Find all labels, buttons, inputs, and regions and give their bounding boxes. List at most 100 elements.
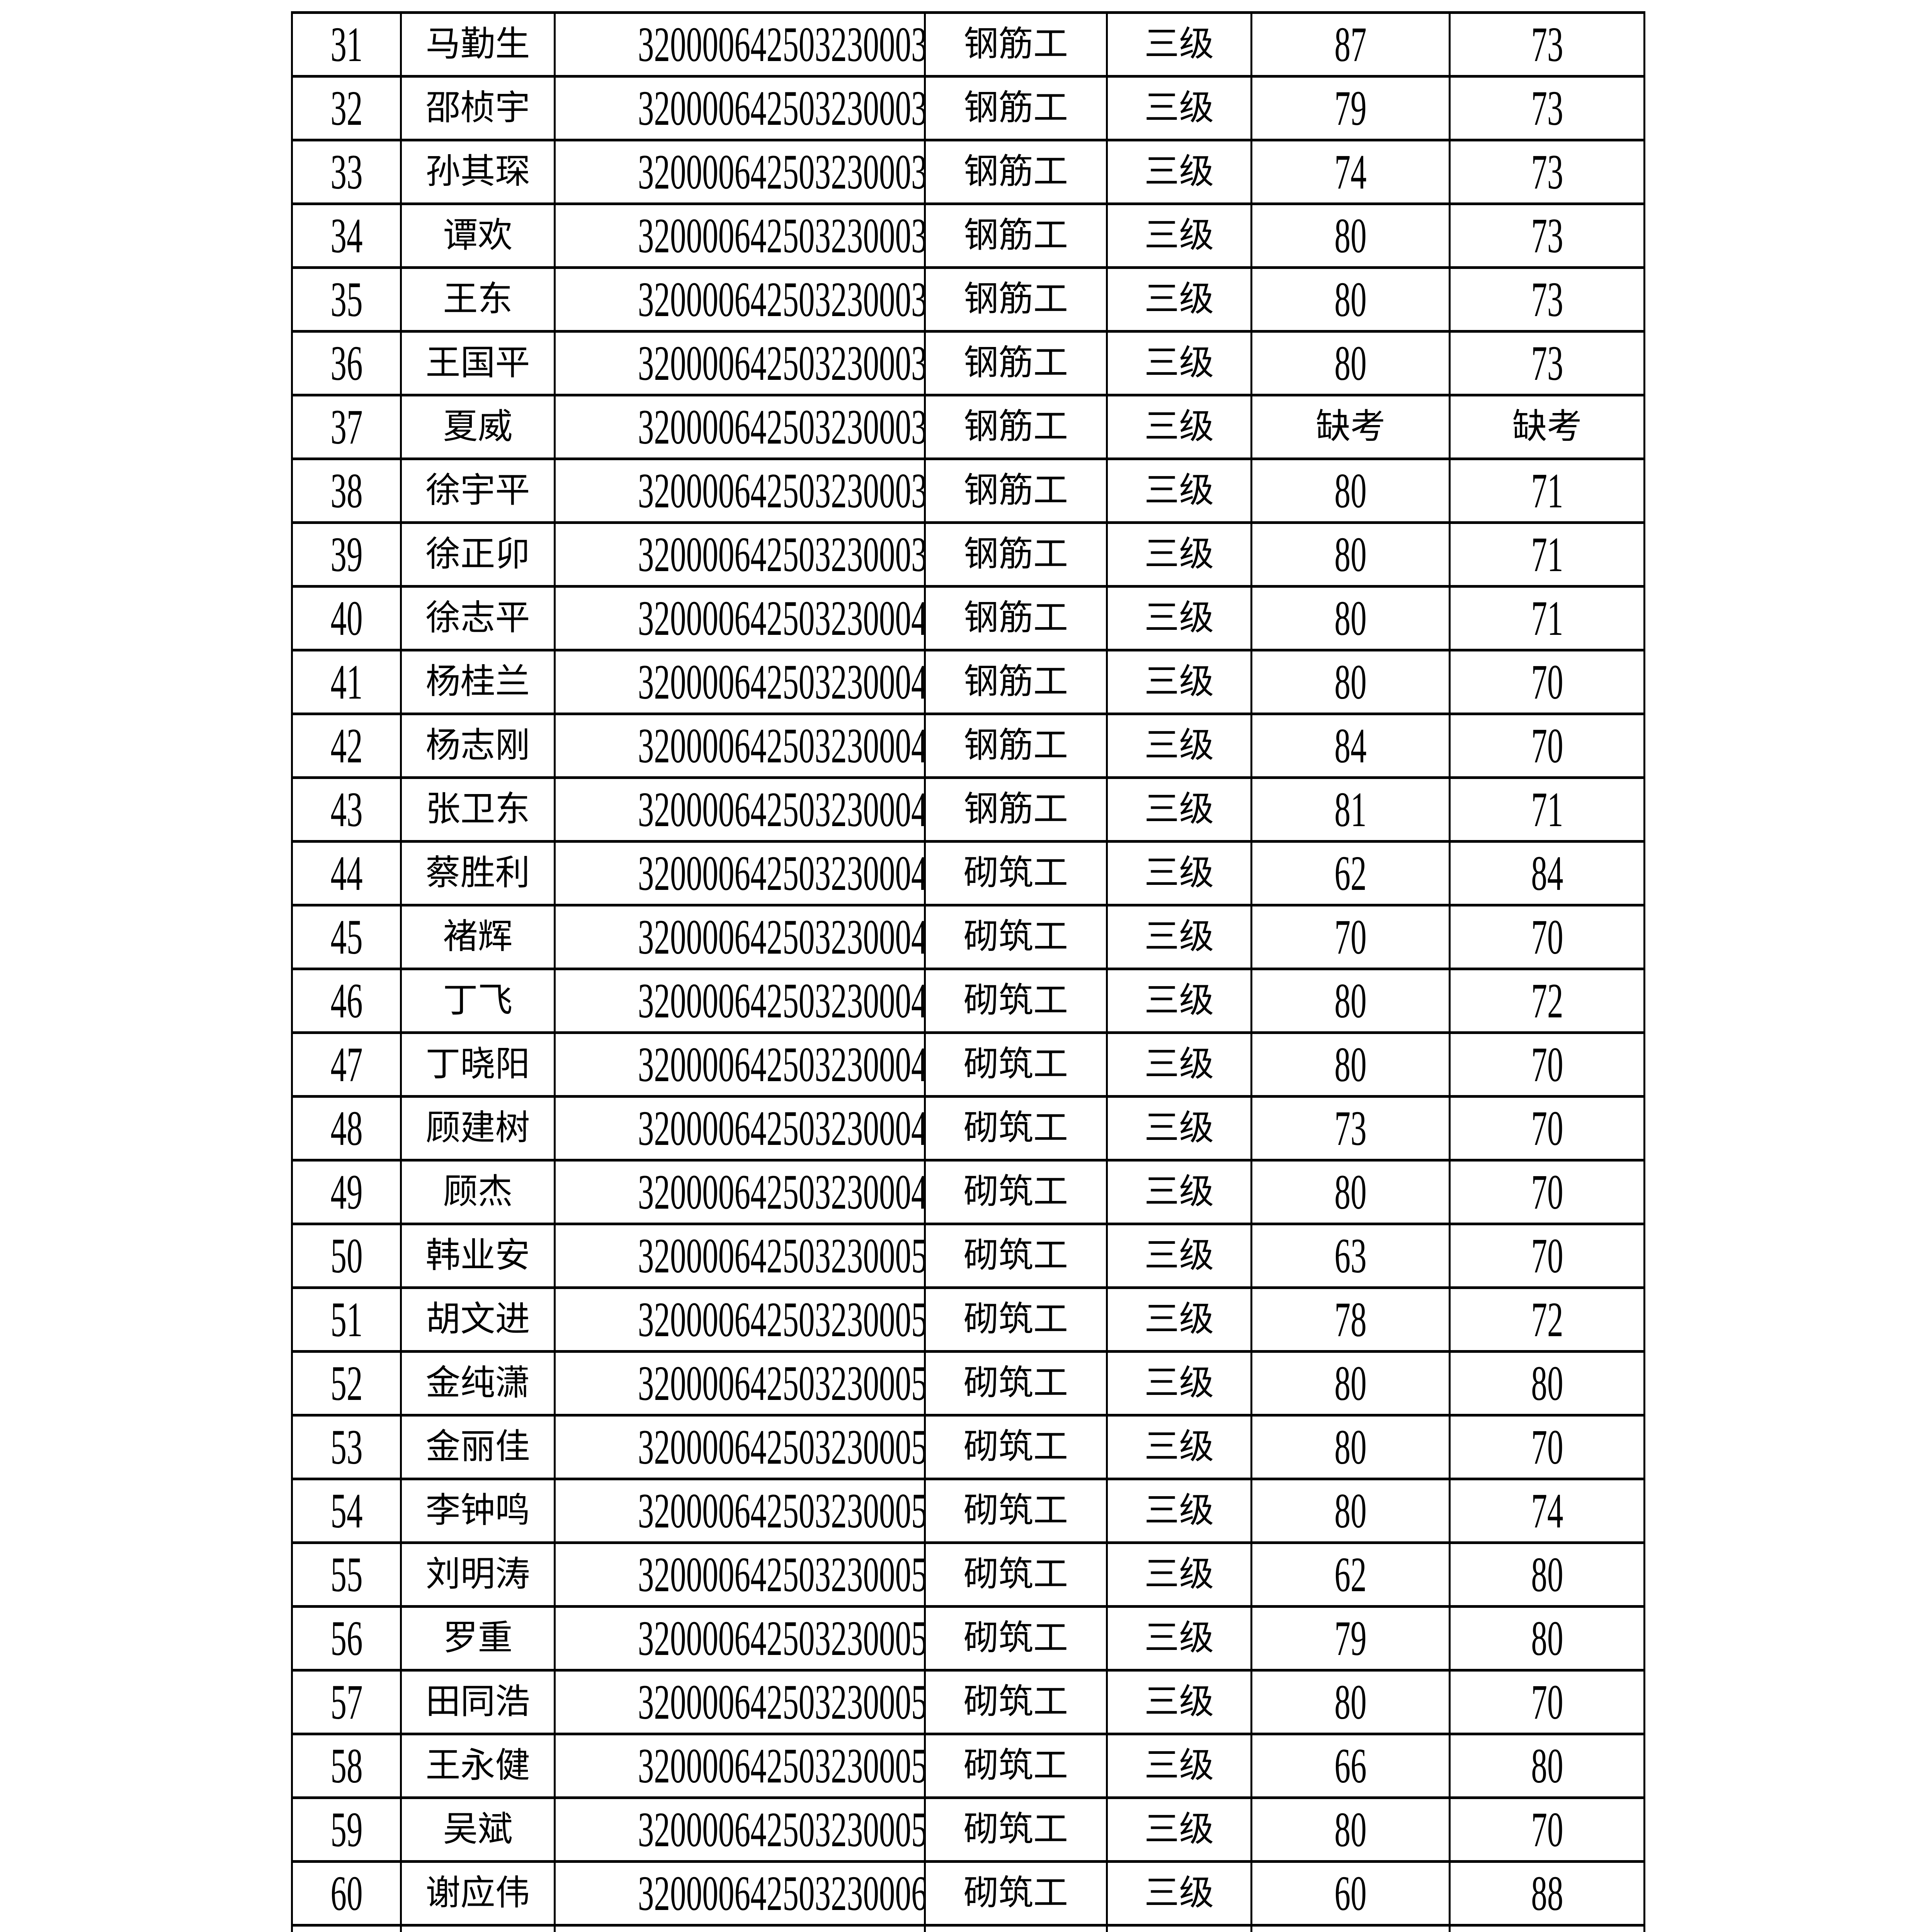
cell-text: 三级 [1144, 1619, 1214, 1657]
cell-score-second: 80 [1449, 1541, 1645, 1608]
table-row: 52 金纯潇 3200006425032300052 砌筑工 三级 80 80 [291, 1350, 1645, 1417]
cell-row-number: 46 [291, 968, 402, 1034]
cell-exam-id: 3200006425032300059 [554, 1796, 926, 1863]
cell-text: 78 [1334, 1292, 1367, 1347]
cell-score-first: 80 [1250, 330, 1451, 396]
cell-text: 钢筋工 [964, 89, 1068, 127]
cell-text: 邵桢宇 [425, 89, 530, 127]
cell-score-second: 73 [1449, 266, 1645, 333]
cell-text: 41 [330, 655, 363, 709]
cell-score-second: 70 [1449, 1031, 1645, 1098]
cell-score-second: 71 [1449, 585, 1645, 651]
cell-name: 徐中强 [400, 1924, 556, 1932]
cell-level: 三级 [1106, 840, 1252, 906]
cell-level: 三级 [1106, 968, 1252, 1034]
cell-score-second: 84 [1449, 840, 1645, 906]
table-row: 31 马勤生 3200006425032300031 钢筋工 三级 87 73 [291, 11, 1645, 78]
cell-text: 钢筋工 [964, 344, 1068, 382]
cell-name: 王永健 [400, 1733, 556, 1799]
cell-text: 砌筑工 [964, 1173, 1068, 1211]
cell-text: 52 [330, 1356, 363, 1411]
cell-trade: 钢筋工 [924, 521, 1108, 588]
cell-text: 3200006425032300039 [638, 527, 925, 582]
cell-text: 74 [1334, 145, 1367, 199]
cell-text: 顾杰 [443, 1173, 513, 1211]
cell-text: 三级 [1144, 1492, 1214, 1530]
cell-text: 3200006425032300051 [638, 1292, 925, 1347]
cell-score-first: 84 [1250, 713, 1451, 779]
cell-text: 62 [1334, 1547, 1367, 1602]
cell-text: 3200006425032300038 [638, 463, 925, 518]
cell-text: 3200006425032300053 [638, 1420, 925, 1475]
cell-row-number: 59 [291, 1796, 402, 1863]
cell-text: 59 [330, 1802, 363, 1857]
cell-trade: 砌筑工 [924, 968, 1108, 1034]
cell-exam-id: 3200006425032300039 [554, 521, 926, 588]
cell-name: 顾杰 [400, 1159, 556, 1225]
cell-text: 37 [330, 400, 363, 454]
cell-trade: 砌筑工 [924, 1796, 1108, 1863]
cell-text: 80 [1334, 208, 1367, 263]
cell-row-number: 31 [291, 11, 402, 78]
cell-text: 丁飞 [443, 981, 513, 1020]
cell-text: 46 [330, 973, 363, 1028]
cell-text: 王永健 [425, 1747, 530, 1785]
cell-exam-id: 3200006425032300036 [554, 330, 926, 396]
cell-row-number: 37 [291, 394, 402, 460]
cell-score-second: 70 [1449, 649, 1645, 715]
cell-text: 66 [1334, 1738, 1367, 1793]
cell-score-first: 80 [1250, 266, 1451, 333]
cell-exam-id: 3200006425032300044 [554, 840, 926, 906]
cell-name: 徐正卯 [400, 521, 556, 588]
cell-text: 36 [330, 336, 363, 391]
cell-text: 砌筑工 [964, 1236, 1068, 1275]
cell-name: 刘明涛 [400, 1541, 556, 1608]
cell-text: 三级 [1144, 790, 1214, 828]
cell-text: 54 [330, 1483, 363, 1538]
cell-trade: 钢筋工 [924, 585, 1108, 651]
cell-text: 砌筑工 [964, 1109, 1068, 1147]
cell-text: 49 [330, 1165, 363, 1219]
cell-text: 三级 [1144, 1173, 1214, 1211]
cell-score-first: 80 [1250, 649, 1451, 715]
table-row: 34 谭欢 3200006425032300034 钢筋工 三级 80 73 [291, 202, 1645, 269]
cell-trade: 砌筑工 [924, 1095, 1108, 1162]
cell-row-number: 50 [291, 1223, 402, 1289]
cell-score-second: 70 [1449, 1796, 1645, 1863]
cell-trade: 钢筋工 [924, 330, 1108, 396]
cell-exam-id: 3200006425032300042 [554, 713, 926, 779]
cell-row-number: 44 [291, 840, 402, 906]
cell-exam-id: 3200006425032300049 [554, 1159, 926, 1225]
cell-score-first: 63 [1250, 1223, 1451, 1289]
cell-trade: 钢筋工 [924, 457, 1108, 524]
cell-exam-id: 3200006425032300055 [554, 1541, 926, 1608]
cell-row-number: 56 [291, 1605, 402, 1672]
cell-level: 三级 [1106, 1414, 1252, 1480]
cell-text: 70 [1531, 718, 1563, 773]
cell-name: 顾建树 [400, 1095, 556, 1162]
cell-score-second: 72 [1449, 1286, 1645, 1353]
cell-row-number: 55 [291, 1541, 402, 1608]
cell-text: 刘明涛 [425, 1555, 530, 1594]
table-row: 33 孙其琛 3200006425032300033 钢筋工 三级 74 73 [291, 139, 1645, 205]
cell-text: 三级 [1144, 1810, 1214, 1849]
cell-level: 三级 [1106, 75, 1252, 141]
cell-text: 砌筑工 [964, 1045, 1068, 1083]
cell-text: 缺考 [1512, 408, 1582, 446]
cell-text: 80 [1334, 272, 1367, 327]
cell-text: 三级 [1144, 918, 1214, 956]
cell-text: 三级 [1144, 1683, 1214, 1721]
cell-score-second: 70 [1449, 713, 1645, 779]
cell-text: 84 [1334, 718, 1367, 773]
cell-text: 三级 [1144, 535, 1214, 573]
table-row: 45 褚辉 3200006425032300045 砌筑工 三级 70 70 [291, 904, 1645, 970]
cell-text: 80 [1334, 1037, 1367, 1092]
cell-score-first: 78 [1250, 1286, 1451, 1353]
cell-text: 88 [1531, 1866, 1563, 1921]
cell-text: 73 [1531, 81, 1563, 136]
cell-text: 80 [1334, 527, 1367, 582]
cell-text: 钢筋工 [964, 408, 1068, 446]
cell-score-first: 80 [1250, 202, 1451, 269]
cell-text: 31 [330, 17, 363, 72]
